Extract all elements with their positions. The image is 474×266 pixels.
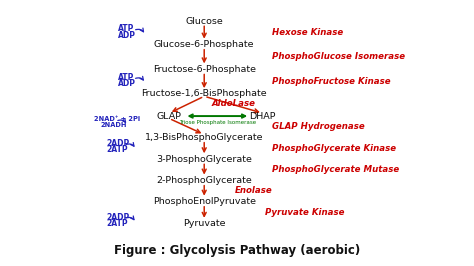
Text: PhosphoEnolPyruvate: PhosphoEnolPyruvate (153, 197, 255, 206)
Text: PhosphoFructose Kinase: PhosphoFructose Kinase (272, 77, 391, 86)
Text: Fructose-6-Phosphate: Fructose-6-Phosphate (153, 65, 255, 74)
Text: PhosphoGlycerate Kinase: PhosphoGlycerate Kinase (272, 144, 396, 153)
Text: ADP: ADP (118, 31, 136, 40)
Text: ATP: ATP (118, 73, 134, 82)
Text: 1,3-BisPhosphoGlycerate: 1,3-BisPhosphoGlycerate (145, 133, 264, 142)
Text: 3-PhosphoGlycerate: 3-PhosphoGlycerate (156, 155, 252, 164)
Text: Pyruvate Kinase: Pyruvate Kinase (265, 208, 345, 217)
Text: Glucose: Glucose (185, 16, 223, 26)
Text: 2ATP: 2ATP (107, 145, 128, 154)
Text: 2ADP: 2ADP (107, 213, 130, 222)
Text: GLAP: GLAP (156, 111, 182, 120)
Text: GLAP Hydrogenase: GLAP Hydrogenase (272, 122, 365, 131)
Text: ATP: ATP (118, 24, 134, 33)
Text: ADP: ADP (118, 79, 136, 88)
Text: 2ATP: 2ATP (107, 219, 128, 228)
Text: Triose Phosphate Isomerase: Triose Phosphate Isomerase (179, 120, 256, 126)
Text: Glucose-6-Phosphate: Glucose-6-Phosphate (154, 40, 255, 49)
Text: DHAP: DHAP (249, 111, 276, 120)
Text: Pyruvate: Pyruvate (183, 219, 226, 228)
Text: PhosphoGlucose Isomerase: PhosphoGlucose Isomerase (272, 52, 405, 61)
Text: 2NADH: 2NADH (100, 122, 127, 128)
Text: PhosphoGlycerate Mutase: PhosphoGlycerate Mutase (272, 165, 400, 174)
Text: Hexose Kinase: Hexose Kinase (272, 28, 343, 37)
Text: 2-PhosphoGlycerate: 2-PhosphoGlycerate (156, 176, 252, 185)
Text: 2ADP: 2ADP (107, 139, 130, 148)
Text: Enolase: Enolase (235, 186, 273, 195)
Text: AldoLase: AldoLase (211, 99, 255, 108)
Text: Figure : Glycolysis Pathway (aerobic): Figure : Glycolysis Pathway (aerobic) (114, 244, 360, 257)
Text: 2NAD⁺ + 2Pi: 2NAD⁺ + 2Pi (94, 117, 140, 122)
Text: Fructose-1,6-BisPhosphate: Fructose-1,6-BisPhosphate (141, 89, 267, 98)
